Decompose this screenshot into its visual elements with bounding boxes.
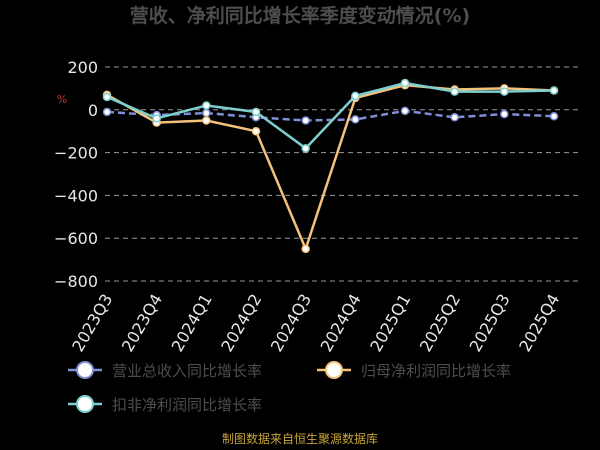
data-point — [549, 111, 559, 121]
data-point — [251, 107, 261, 117]
y-tick-label: −400 — [54, 186, 98, 205]
data-point — [202, 101, 211, 110]
data-point — [549, 86, 559, 95]
series-line — [106, 109, 555, 122]
y-tick-label: 200 — [67, 58, 98, 77]
data-point — [500, 87, 509, 96]
x-tick-label: 2024Q2 — [217, 291, 265, 355]
y-tick-label: −800 — [54, 272, 98, 291]
data-point — [450, 87, 459, 96]
data-point — [202, 108, 211, 118]
data-point — [400, 78, 410, 88]
data-point — [102, 107, 112, 117]
y-axis-ticks: 200 0 −200 −400 −600 −800 — [54, 58, 98, 291]
legend-label: 归母净利润同比增长率 — [361, 362, 511, 380]
legend-item: 归母净利润同比增长率 — [317, 361, 511, 380]
x-axis-ticks: 2023Q3 2023Q4 2024Q1 2024Q2 2024Q3 2024Q4 2025… — [68, 290, 563, 354]
x-tick-label: 2025Q4 — [515, 291, 563, 355]
data-point — [202, 116, 211, 125]
legend-marker — [325, 361, 343, 379]
x-tick-label: 2025Q3 — [466, 291, 514, 355]
data-point — [251, 126, 261, 136]
data-point — [102, 92, 112, 102]
data-point — [400, 106, 410, 116]
data-point — [301, 244, 310, 254]
legend-label: 扣非净利润同比增长率 — [112, 396, 262, 414]
x-tick-label: 2024Q3 — [267, 291, 315, 355]
data-point — [351, 91, 360, 101]
x-tick-label: 2025Q1 — [366, 291, 414, 355]
series-2 — [102, 80, 559, 254]
y-tick-label: −600 — [54, 229, 98, 248]
data-point — [450, 113, 459, 122]
data-point — [301, 116, 310, 125]
legend-marker — [76, 361, 94, 379]
series-line — [106, 81, 555, 150]
data-point — [152, 114, 161, 123]
data-point — [500, 109, 509, 119]
x-tick-label: 2023Q3 — [68, 291, 116, 355]
source-footer: 制图数据来自恒生聚源数据库 — [222, 431, 378, 446]
legend-item: 扣非净利润同比增长率 — [68, 395, 262, 414]
series-lines — [102, 78, 559, 254]
y-tick-label: −200 — [54, 144, 98, 163]
data-point — [301, 144, 310, 153]
data-point — [351, 115, 360, 124]
legend-label: 营业总收入同比增长率 — [112, 362, 262, 380]
y-tick-label: 0 — [88, 101, 98, 120]
x-tick-label: 2023Q4 — [118, 291, 166, 355]
x-tick-label: 2024Q4 — [317, 291, 365, 355]
chart-title: 营收、净利同比增长率季度变动情况(%) — [130, 4, 470, 27]
legend-marker — [76, 395, 94, 413]
y-axis-unit: % — [57, 93, 67, 106]
legend-item: 营业总收入同比增长率 — [68, 361, 262, 380]
x-tick-label: 2024Q1 — [168, 291, 216, 355]
series-3 — [102, 78, 559, 153]
x-tick-label: 2025Q2 — [416, 290, 464, 354]
series-line — [106, 83, 555, 253]
gridlines — [105, 66, 578, 282]
